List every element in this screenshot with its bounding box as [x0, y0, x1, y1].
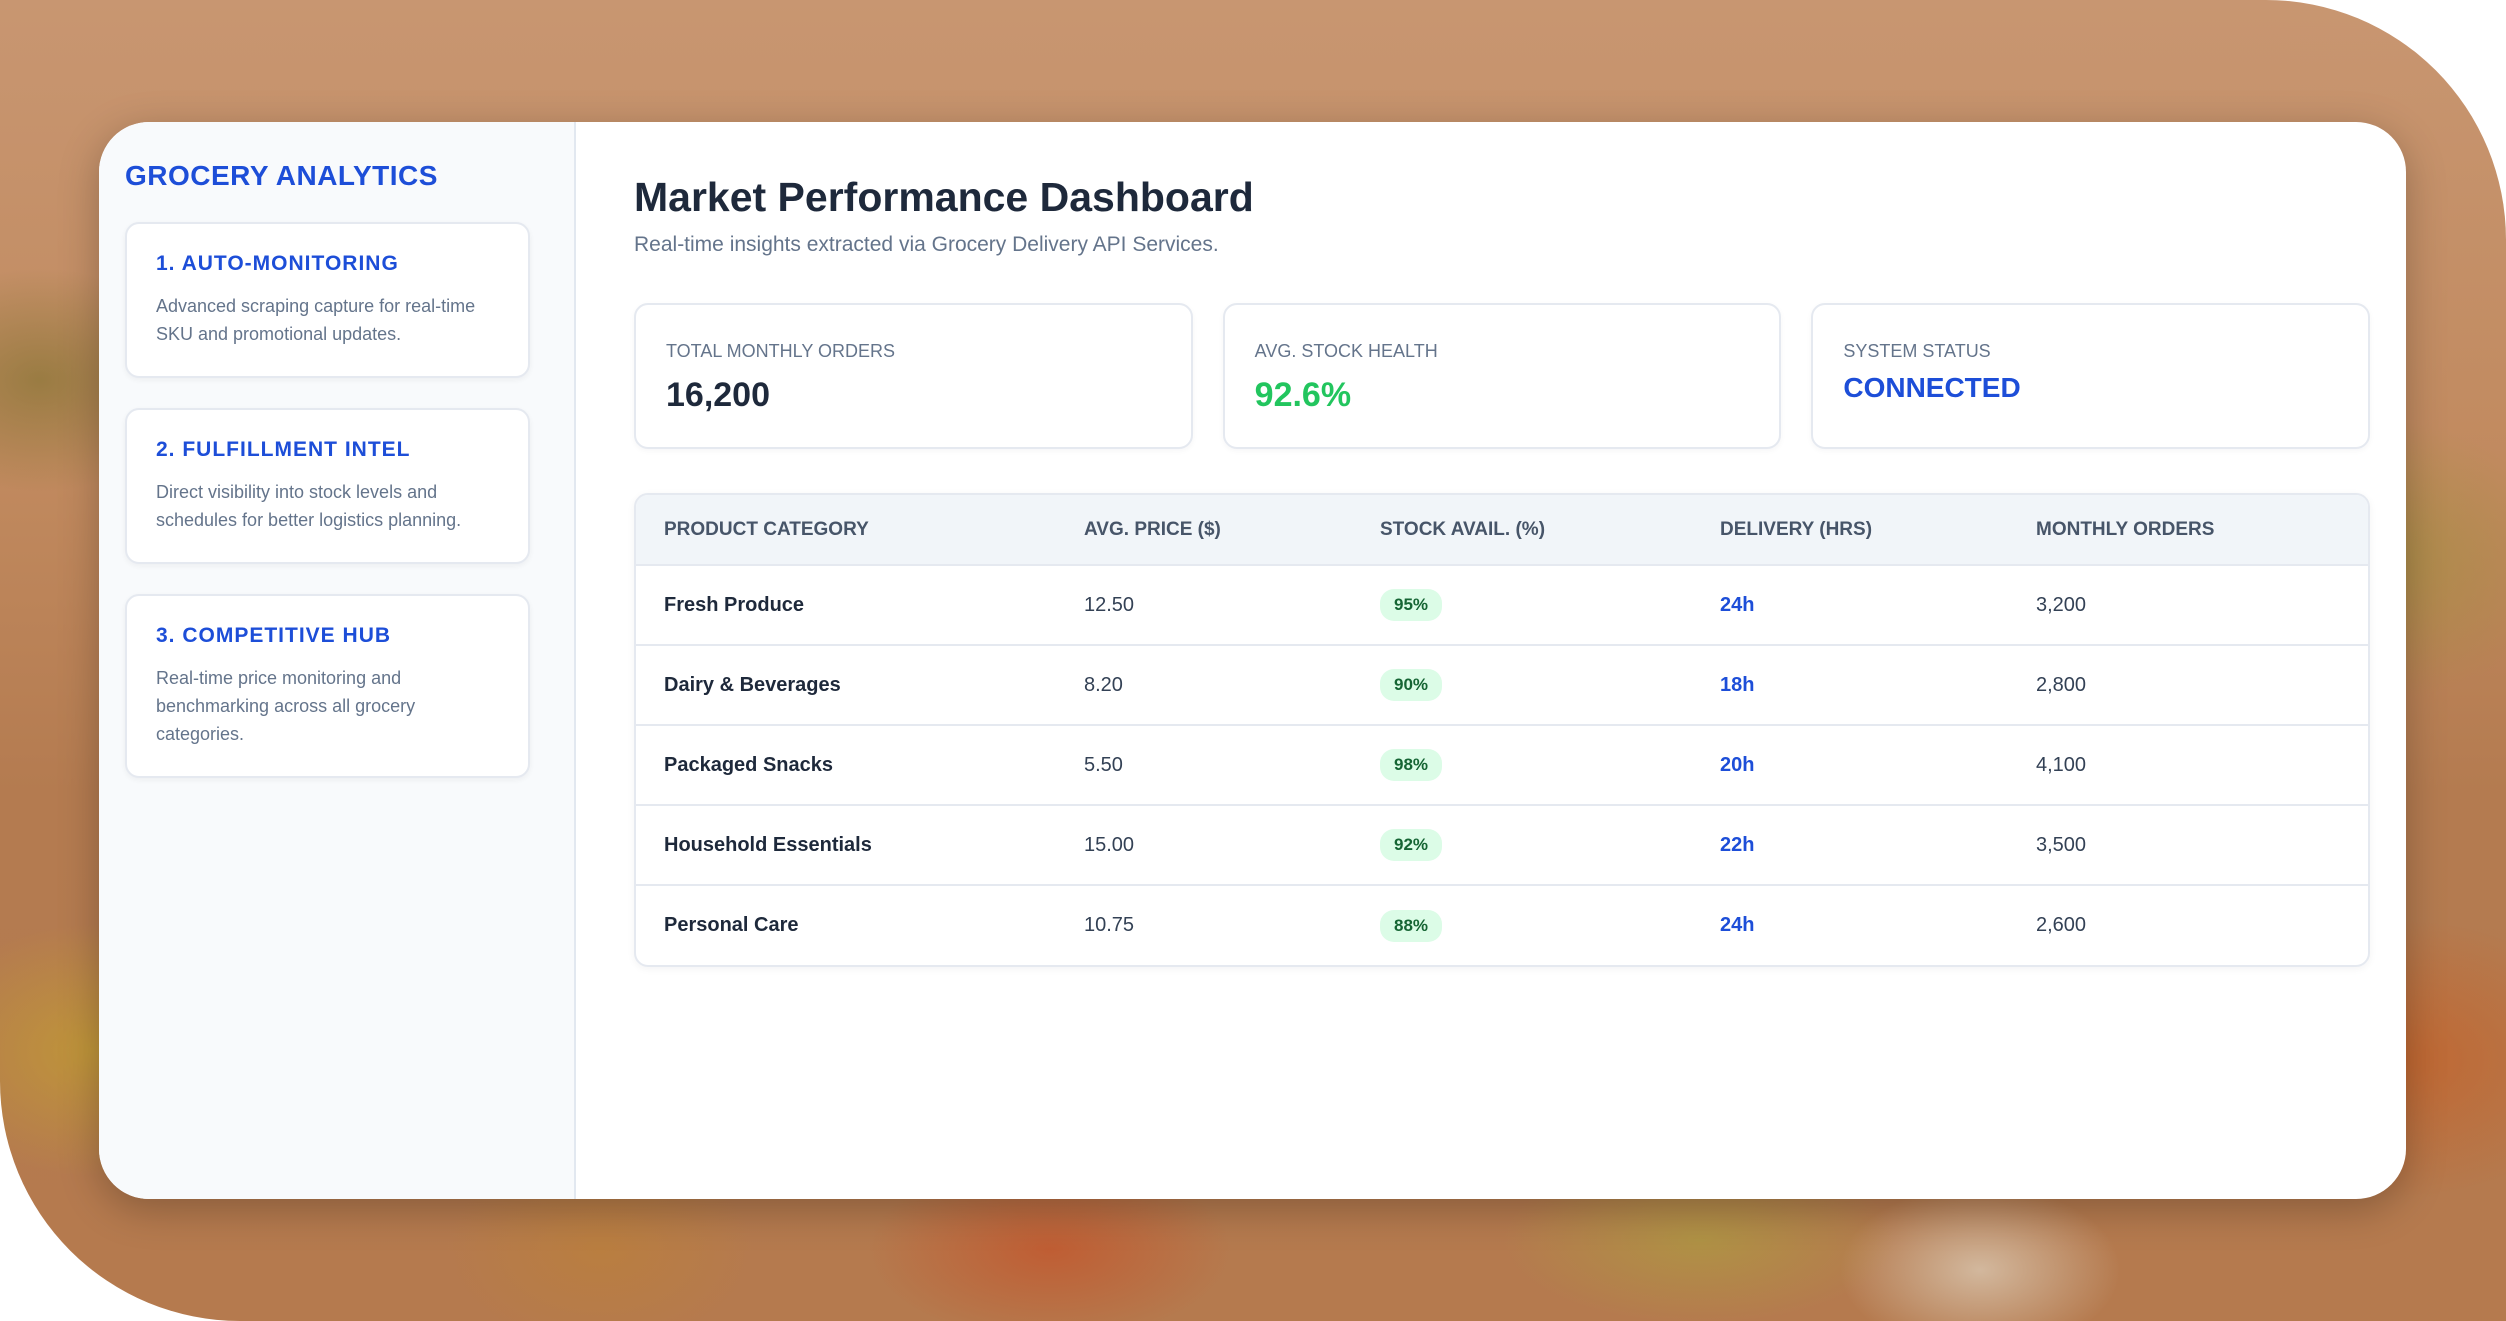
- column-header-orders[interactable]: MONTHLY ORDERS: [2036, 518, 2215, 540]
- stat-label: TOTAL MONTHLY ORDERS: [666, 341, 896, 361]
- sidebar: GROCERY ANALYTICS 1. AUTO-MONITORING Adv…: [99, 122, 576, 1199]
- table-row[interactable]: Household Essentials 15.00 92% 22h 3,500: [636, 805, 2368, 885]
- brand-title: GROCERY ANALYTICS: [125, 160, 438, 191]
- column-header-stock[interactable]: STOCK AVAIL. (%): [1380, 518, 1546, 540]
- category-cell: Fresh Produce: [664, 593, 805, 616]
- orders-cell: 2,800: [2036, 673, 2087, 696]
- stock-cell: 90%: [1352, 645, 1692, 725]
- orders-cell: 3,500: [2036, 833, 2087, 856]
- feature-description: Direct visibility into stock levels and …: [156, 482, 462, 530]
- stats-row: TOTAL MONTHLY ORDERS 16,200 AVG. STOCK H…: [634, 303, 2371, 449]
- price-cell: 10.75: [1084, 914, 1135, 936]
- feature-card-competitive-hub[interactable]: 3. COMPETITIVE HUB Real-time price monit…: [125, 594, 530, 778]
- delivery-cell: 24h: [1720, 593, 1755, 616]
- table-row[interactable]: Personal Care 10.75 88% 24h 2,600: [636, 885, 2368, 965]
- table-header-row: PRODUCT CATEGORY AVG. PRICE ($) STOCK AV…: [636, 495, 2368, 565]
- status-value: CONNECTED: [1843, 372, 2021, 403]
- price-cell: 8.20: [1084, 673, 1123, 696]
- feature-card-auto-monitoring[interactable]: 1. AUTO-MONITORING Advanced scraping cap…: [125, 222, 530, 378]
- feature-description: Real-time price monitoring and benchmark…: [156, 668, 416, 744]
- feature-description: Advanced scraping capture for real-time …: [156, 296, 476, 344]
- orders-cell: 2,600: [2036, 914, 2087, 936]
- category-cell: Personal Care: [664, 914, 799, 936]
- category-cell: Household Essentials: [664, 833, 872, 856]
- stock-badge: 92%: [1380, 829, 1443, 861]
- price-cell: 15.00: [1084, 833, 1135, 856]
- stock-badge: 90%: [1380, 669, 1443, 701]
- stock-badge: 95%: [1380, 589, 1443, 621]
- table-row[interactable]: Fresh Produce 12.50 95% 24h 3,200: [636, 565, 2368, 645]
- stock-cell: 88%: [1352, 885, 1692, 965]
- stat-label: SYSTEM STATUS: [1843, 341, 1991, 361]
- table-row[interactable]: Packaged Snacks 5.50 98% 20h 4,100: [636, 725, 2368, 805]
- price-cell: 5.50: [1084, 753, 1123, 776]
- delivery-cell: 20h: [1720, 753, 1755, 776]
- stat-value: 16,200: [666, 376, 770, 414]
- stock-badge: 98%: [1380, 749, 1443, 781]
- main-content: Market Performance Dashboard Real-time i…: [576, 122, 2406, 1199]
- stat-card-system-status: SYSTEM STATUS CONNECTED: [1811, 303, 2371, 449]
- column-header-price[interactable]: AVG. PRICE ($): [1084, 518, 1221, 540]
- stock-badge: 88%: [1380, 909, 1443, 942]
- table-row[interactable]: Dairy & Beverages 8.20 90% 18h 2,800: [636, 645, 2368, 725]
- delivery-cell: 24h: [1720, 914, 1755, 936]
- category-cell: Dairy & Beverages: [664, 673, 841, 696]
- orders-cell: 4,100: [2036, 753, 2087, 776]
- delivery-cell: 22h: [1720, 833, 1755, 856]
- stock-cell: 95%: [1352, 565, 1692, 645]
- delivery-cell: 18h: [1720, 673, 1755, 696]
- feature-title: 1. AUTO-MONITORING: [156, 252, 399, 275]
- stat-card-total-orders: TOTAL MONTHLY ORDERS 16,200: [634, 303, 1193, 449]
- column-header-category[interactable]: PRODUCT CATEGORY: [664, 518, 869, 540]
- stat-card-stock-health: AVG. STOCK HEALTH 92.6%: [1222, 303, 1782, 449]
- stock-cell: 92%: [1352, 805, 1692, 885]
- stat-value: 92.6%: [1254, 376, 1352, 414]
- price-cell: 12.50: [1084, 593, 1135, 616]
- performance-table: PRODUCT CATEGORY AVG. PRICE ($) STOCK AV…: [634, 493, 2370, 967]
- page-title: Market Performance Dashboard: [634, 174, 1254, 220]
- orders-cell: 3,200: [2036, 593, 2087, 616]
- stat-label: AVG. STOCK HEALTH: [1254, 341, 1438, 361]
- feature-title: 2. FULFILLMENT INTEL: [156, 438, 411, 461]
- stock-cell: 98%: [1352, 725, 1692, 805]
- page-subtitle: Real-time insights extracted via Grocery…: [634, 233, 1219, 256]
- category-cell: Packaged Snacks: [664, 753, 833, 776]
- column-header-delivery[interactable]: DELIVERY (HRS): [1720, 518, 1873, 540]
- dashboard-card: GROCERY ANALYTICS 1. AUTO-MONITORING Adv…: [99, 122, 2406, 1199]
- feature-title: 3. COMPETITIVE HUB: [156, 624, 392, 647]
- feature-card-fulfillment-intel[interactable]: 2. FULFILLMENT INTEL Direct visibility i…: [125, 408, 530, 564]
